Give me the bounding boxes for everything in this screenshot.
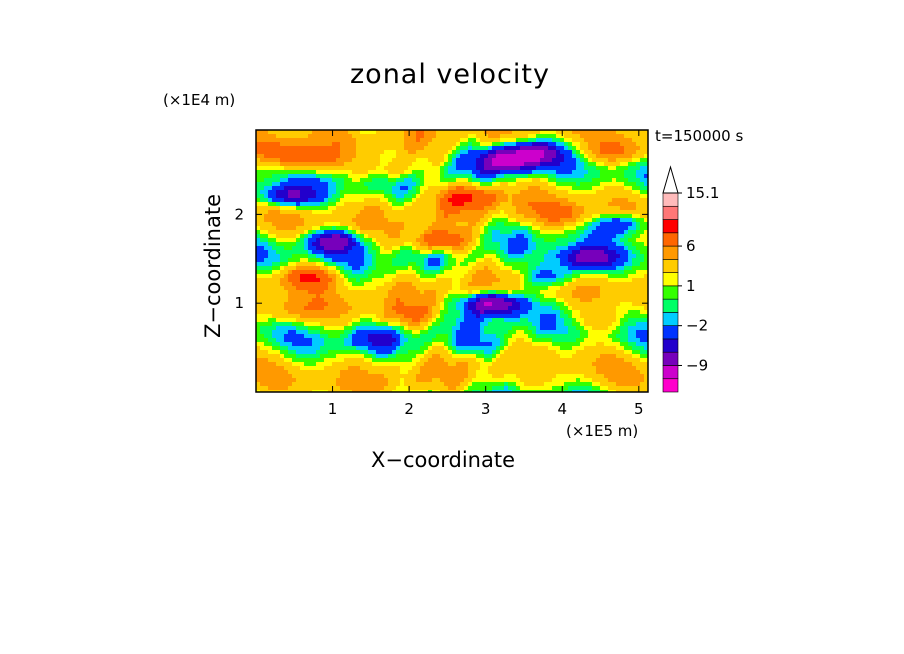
x-tick-label: 5	[634, 400, 644, 418]
colorbar-segment	[662, 259, 679, 273]
x-tick-label: 1	[328, 400, 338, 418]
colorbar-tick-label: 1	[686, 277, 696, 295]
plot-frame	[255, 129, 649, 393]
colorbar-extend-arrow	[662, 165, 679, 194]
colorbar-segment	[662, 338, 679, 353]
colorbar-segment	[662, 378, 679, 393]
colorbar-tick-label: −2	[686, 317, 708, 335]
colorbar-segment	[662, 272, 679, 287]
y-tick-label: 2	[234, 205, 244, 223]
colorbar: 15.1 6 1 −2 −9	[662, 165, 719, 393]
colorbar-segment	[662, 192, 679, 207]
x-axis-unit: (×1E5 m)	[566, 422, 639, 440]
colorbar-segment	[662, 245, 679, 260]
colorbar-segment	[662, 298, 679, 313]
y-axis-unit: (×1E4 m)	[163, 91, 236, 109]
colorbar-segment	[662, 351, 679, 366]
y-axis-label: Z−coordinate	[201, 194, 225, 338]
x-axis-label: X−coordinate	[371, 448, 515, 472]
x-ticks: 1 2 3 4 5	[328, 130, 644, 418]
x-tick-label: 2	[404, 400, 414, 418]
colorbar-segment	[662, 325, 679, 340]
x-tick-label: 3	[481, 400, 491, 418]
colorbar-segment	[662, 219, 679, 234]
time-label: t=150000 s	[655, 127, 744, 145]
chart-title: zonal velocity	[350, 59, 550, 90]
colorbar-segment	[662, 365, 679, 380]
colorbar-tick-label: 15.1	[686, 184, 719, 202]
colorbar-segment	[662, 312, 679, 326]
velocity-field	[256, 130, 648, 392]
colorbar-segment	[662, 232, 679, 247]
colorbar-tick-label: −9	[686, 356, 708, 374]
x-tick-label: 4	[557, 400, 567, 418]
y-ticks: 12	[234, 205, 648, 312]
colorbar-segment	[662, 205, 679, 220]
y-tick-label: 1	[234, 294, 244, 312]
colorbar-segment	[662, 285, 679, 300]
colorbar-tick-label: 6	[686, 237, 696, 255]
